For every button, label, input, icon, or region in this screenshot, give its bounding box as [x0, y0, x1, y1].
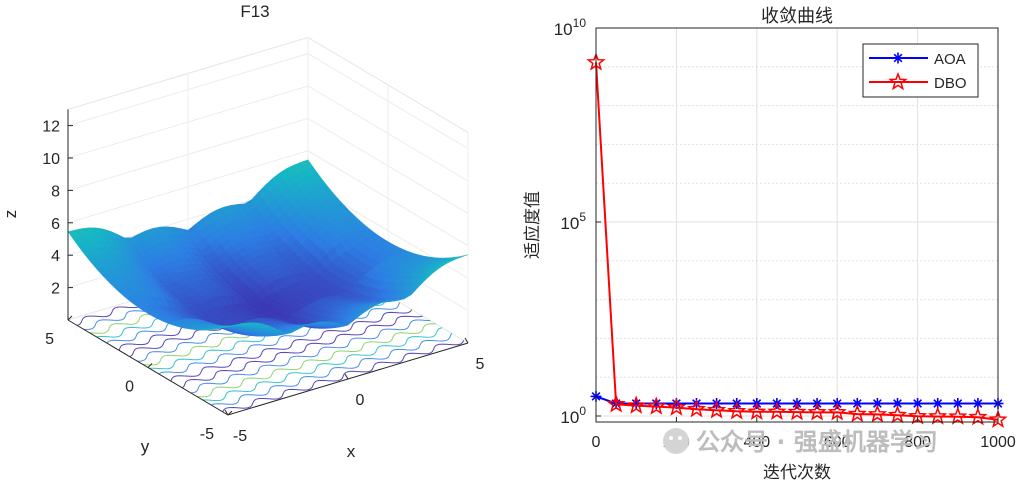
watermark-text: 公众号 · 强盛机器学习	[696, 428, 938, 456]
contour-line	[190, 319, 431, 394]
marker-dbo	[867, 404, 888, 423]
convergence-y-label: 适应度值	[523, 191, 543, 259]
marker-dbo	[968, 407, 988, 426]
marker-dbo	[827, 402, 847, 421]
contour-line	[196, 323, 436, 398]
marker-dbo	[767, 401, 787, 421]
series-line-dbo	[595, 62, 999, 421]
contour-line	[170, 309, 413, 382]
z-tick-label: 10	[42, 151, 60, 168]
marker-dbo	[606, 394, 626, 413]
x-tick-label: 400	[743, 434, 770, 451]
marker-dbo	[887, 405, 908, 424]
convergence-title: 收敛曲线	[761, 6, 833, 27]
marker-dbo	[928, 406, 948, 425]
legend-label-aoa: AOA	[934, 51, 966, 68]
legend-marker-dbo	[888, 71, 908, 91]
surface-facet	[223, 324, 236, 328]
x-tick-label: 0	[356, 392, 365, 409]
y-tick-label: -5	[200, 426, 214, 443]
grid-z-level	[67, 53, 469, 150]
y-tick-mark	[67, 315, 73, 321]
ticks-3d: 2 4 6 8 10 12 -5 0 5 -5 0 5	[42, 119, 484, 445]
y-tick-label: 0	[125, 379, 134, 396]
surface-plot: 2 4 6 8 10 12 -5 0 5 -5 0 5 F13 z y x	[1, 2, 485, 461]
y-tick-label: 105	[560, 210, 586, 233]
legend-pentagram	[888, 71, 908, 91]
x-tick-mark	[464, 337, 469, 344]
wechat-icon	[663, 428, 689, 454]
legend-box	[862, 43, 979, 98]
contour-line	[211, 333, 453, 406]
z-axis-label: z	[1, 210, 20, 219]
marker-dbo	[626, 395, 646, 414]
grid-z-level	[67, 117, 469, 214]
wechat-icon-eye-right	[678, 436, 682, 440]
z-tick-label: 8	[51, 183, 60, 200]
z-tick-label: 12	[42, 119, 60, 136]
legend-label-dbo: DBO	[934, 75, 967, 92]
x-tick-label: 5	[476, 356, 485, 373]
legend: AOA DBO	[862, 43, 979, 98]
y-tick-mark	[147, 363, 153, 368]
marker-dbo	[807, 402, 827, 421]
convergence-series	[586, 52, 1008, 428]
x-tick-label: 1000	[980, 434, 1016, 451]
x-tick-mark	[344, 373, 349, 380]
wechat-icon-eye-left	[669, 436, 673, 440]
x-tick-mark	[224, 409, 229, 416]
plot-frame	[595, 27, 999, 423]
marker-dbo	[666, 397, 687, 416]
marker-dbo	[686, 399, 707, 418]
marker-dbo	[948, 406, 968, 425]
contour-line	[182, 315, 423, 389]
grid-z-level	[67, 150, 469, 247]
z-tick-label: 2	[51, 281, 60, 298]
marker-dbo	[847, 403, 867, 423]
marker-dbo	[646, 396, 666, 415]
legend-marker-aoa	[892, 52, 904, 64]
marker-dbo	[747, 401, 767, 421]
x-axis-label: x	[347, 442, 356, 461]
z-tick-label: 6	[51, 216, 60, 233]
y-tick-mark	[227, 410, 233, 416]
marker-dbo	[706, 400, 727, 419]
x-tick-label: -5	[233, 428, 247, 445]
marker-dbo	[988, 409, 1008, 428]
legend-asterisk	[892, 52, 904, 64]
x-tick-label: 800	[904, 434, 931, 451]
surface-mesh	[67, 159, 469, 337]
y-axis-label: y	[141, 437, 150, 456]
x-tick-label: 0	[592, 434, 601, 451]
x-tick-label: 600	[824, 434, 851, 451]
y-tick-label: 100	[560, 404, 586, 427]
contour-line	[202, 327, 443, 402]
marker-aoa	[932, 397, 944, 409]
convergence-plot: 020040060080010001001051010 收敛曲线 适应度值 迭代…	[523, 6, 1016, 483]
marker-dbo	[727, 401, 747, 420]
z-tick-label: 4	[51, 248, 60, 265]
surface-title: F13	[240, 2, 269, 21]
y-tick-label: 1010	[554, 16, 587, 39]
contour-line	[222, 340, 465, 413]
convergence-x-label: 迭代次数	[763, 463, 831, 483]
watermark: 公众号 · 强盛机器学习	[663, 428, 938, 456]
contour-line	[158, 302, 401, 375]
top-back-edges	[67, 36, 469, 133]
grid-z-level	[67, 85, 469, 182]
marker-dbo	[787, 401, 807, 421]
y-tick-label: 5	[45, 331, 54, 348]
convergence-ticks: 020040060080010001001051010	[554, 16, 1016, 451]
